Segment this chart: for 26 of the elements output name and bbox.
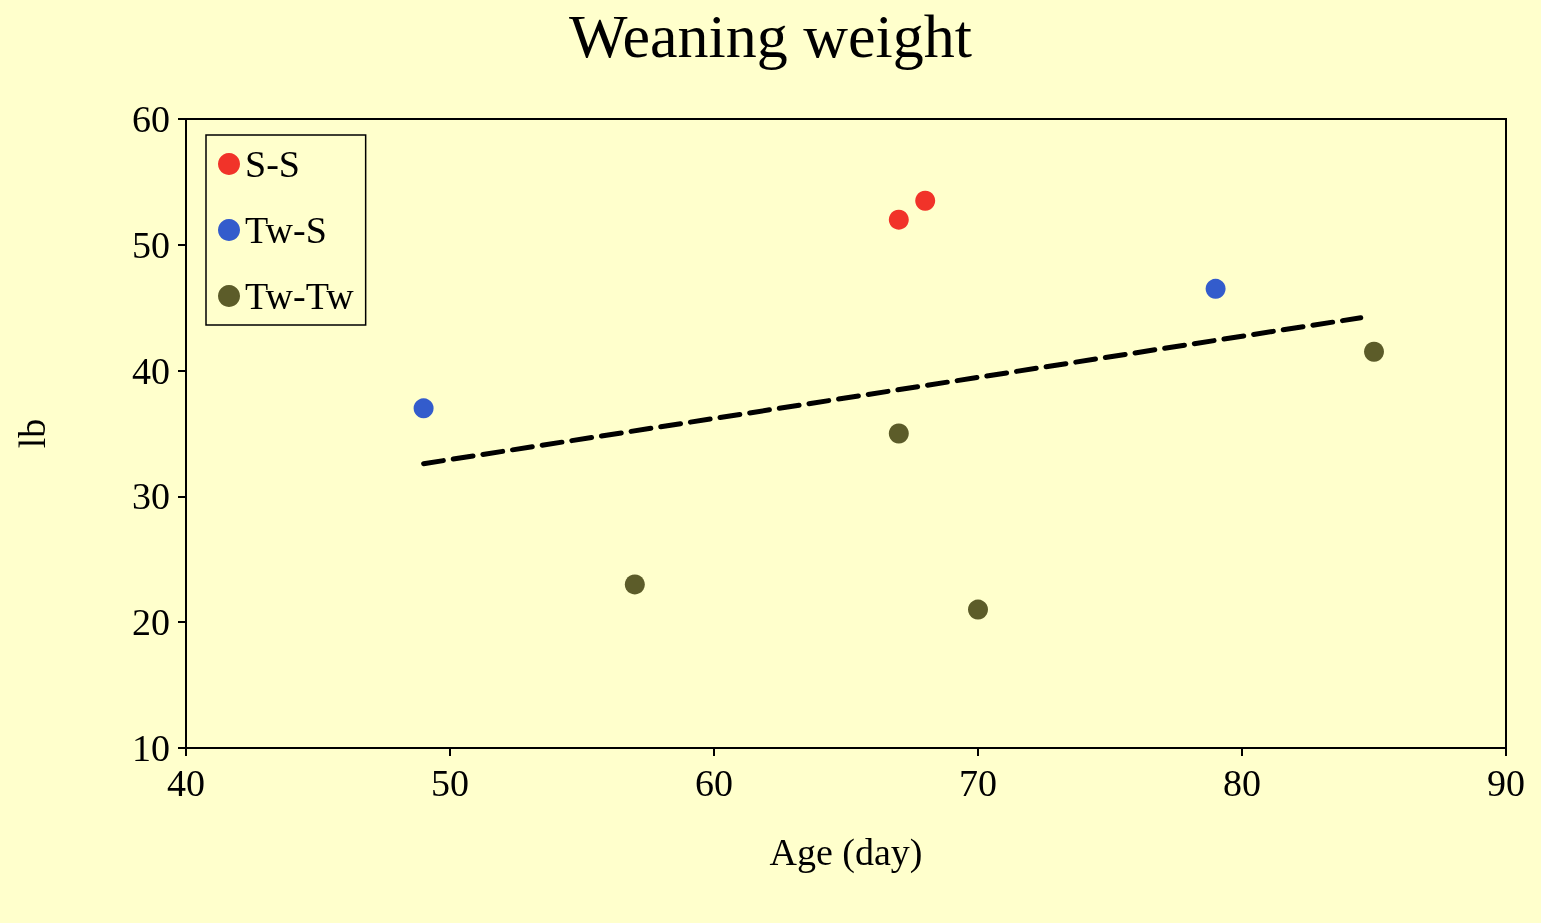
x-axis-title: Age (day): [769, 831, 923, 874]
x-tick-label: 70: [959, 762, 997, 804]
point: [1205, 278, 1226, 299]
point: [413, 398, 434, 419]
point: [968, 599, 988, 620]
x-tick-label: 40: [167, 762, 205, 804]
point: [888, 423, 909, 444]
chart-title: Weaning weight: [568, 2, 973, 70]
point: [915, 190, 936, 211]
legend-label: Tw-S: [245, 209, 327, 251]
y-tick-label: 30: [132, 475, 170, 518]
y-axis-title: lb: [11, 418, 53, 449]
legend-label: Tw-Tw: [245, 275, 355, 317]
x-tick-label: 90: [1487, 762, 1525, 804]
y-tick-label: 10: [132, 727, 170, 769]
point: [624, 574, 645, 595]
y-tick-label: 50: [132, 223, 170, 266]
y-tick-label: 40: [132, 349, 170, 392]
x-tick-label: 60: [695, 762, 733, 804]
point: [888, 209, 909, 230]
legend-label: S-S: [245, 143, 300, 185]
y-tick-label: 20: [132, 601, 170, 644]
x-tick-label: 50: [431, 762, 469, 804]
x-tick-label: 80: [1223, 762, 1261, 804]
point: [1364, 341, 1384, 362]
y-tick-label: 60: [132, 98, 170, 140]
